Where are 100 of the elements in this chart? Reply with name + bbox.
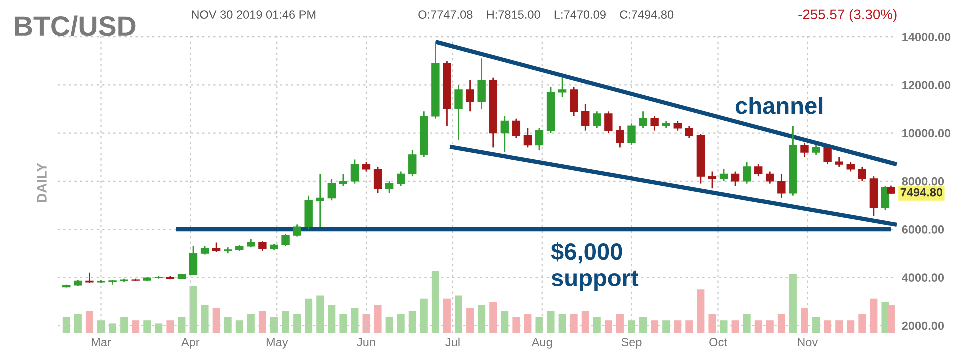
bar [397,314,405,333]
bar [455,296,463,333]
bar [466,308,474,333]
annotation: $6,000 support [551,242,639,292]
candlestick [639,110,648,130]
bar [754,320,762,333]
candlestick [500,116,509,154]
bar [408,311,416,333]
x-tick-label: Mar [92,338,112,347]
bar [512,318,520,333]
bar [305,298,313,333]
bar [236,320,244,333]
bar [524,314,532,333]
candlestick [189,246,198,276]
y-tick-label: 14000.00 [902,33,951,42]
bar [858,314,866,333]
candlestick [824,144,832,166]
bar [686,320,694,333]
y-tick-label: 2000.00 [902,322,944,330]
candlestick [385,180,394,194]
y-tick-label: 12000.00 [902,81,951,90]
bar [282,311,290,333]
bar [836,320,844,333]
candlestick [466,80,474,112]
y-tick-label: 4000.00 [902,274,944,282]
candlestick [685,125,694,139]
bar [697,290,705,333]
bar [86,311,94,333]
bar [74,314,82,333]
candlestick [835,156,844,168]
candlestick [478,58,486,110]
bar [432,271,440,333]
candlestick [858,166,866,182]
candlestick [650,116,659,132]
bar [582,311,590,333]
candlestick [374,166,382,194]
bar [443,298,451,333]
candlestick [397,171,406,187]
x-tick-label: May [266,338,288,349]
bar [887,305,895,333]
candlestick [282,234,290,248]
bar [743,314,751,333]
bar [490,302,498,333]
bar [270,318,278,333]
candlestick [628,122,636,146]
bar [708,314,716,333]
bar [201,305,209,333]
text: -255.57 (3.30%) [798,9,897,22]
candlestick [258,240,267,252]
bar [778,314,786,333]
bar [166,320,174,333]
y-tick-label: 8000.00 [902,177,944,186]
candlestick [800,142,809,158]
bar [720,320,728,333]
x-tick-label: Jun [357,338,376,347]
y-tick-label: 6000.00 [902,226,944,234]
candlestick [731,171,740,187]
candlestick [616,125,624,148]
candlestick [674,120,682,132]
candlestick [708,171,717,190]
bar [640,318,648,333]
bar [651,320,659,333]
x-tick-label: Apr [181,338,200,349]
x-tick-label: Oct [710,338,728,347]
bar [870,298,878,333]
y-tick-label: 10000.00 [902,129,951,138]
bar [62,318,70,333]
bar [570,314,578,333]
bar [144,320,152,333]
bar [340,314,348,333]
bar [190,286,198,333]
bar [732,320,740,333]
candlestick [604,110,613,134]
x-tick-label: Sep [622,338,642,349]
bar [247,314,255,333]
bar [224,318,232,333]
annotation: channel [736,96,823,114]
x-tick-label: Aug [532,338,552,349]
bar [374,305,382,333]
bar [628,320,636,333]
bar [501,311,509,333]
candlestick [454,84,463,142]
candlestick [766,171,774,184]
bar [547,311,555,333]
candlestick [408,149,417,178]
bar [109,324,117,333]
candlestick [293,224,302,238]
bar [662,320,670,333]
bar [351,308,359,333]
candlestick [720,168,728,182]
bar [212,308,220,333]
y-axis-title: DAILY [37,163,47,202]
text: NOV 30 2019 01:46 PM [192,10,316,19]
bar [800,308,808,333]
chart-title: BTC/USD [15,16,136,36]
candlestick [212,242,221,254]
bar [316,296,324,333]
candlestick [86,272,94,284]
annotation: 7494.80 [900,188,943,197]
candlestick [535,128,544,151]
